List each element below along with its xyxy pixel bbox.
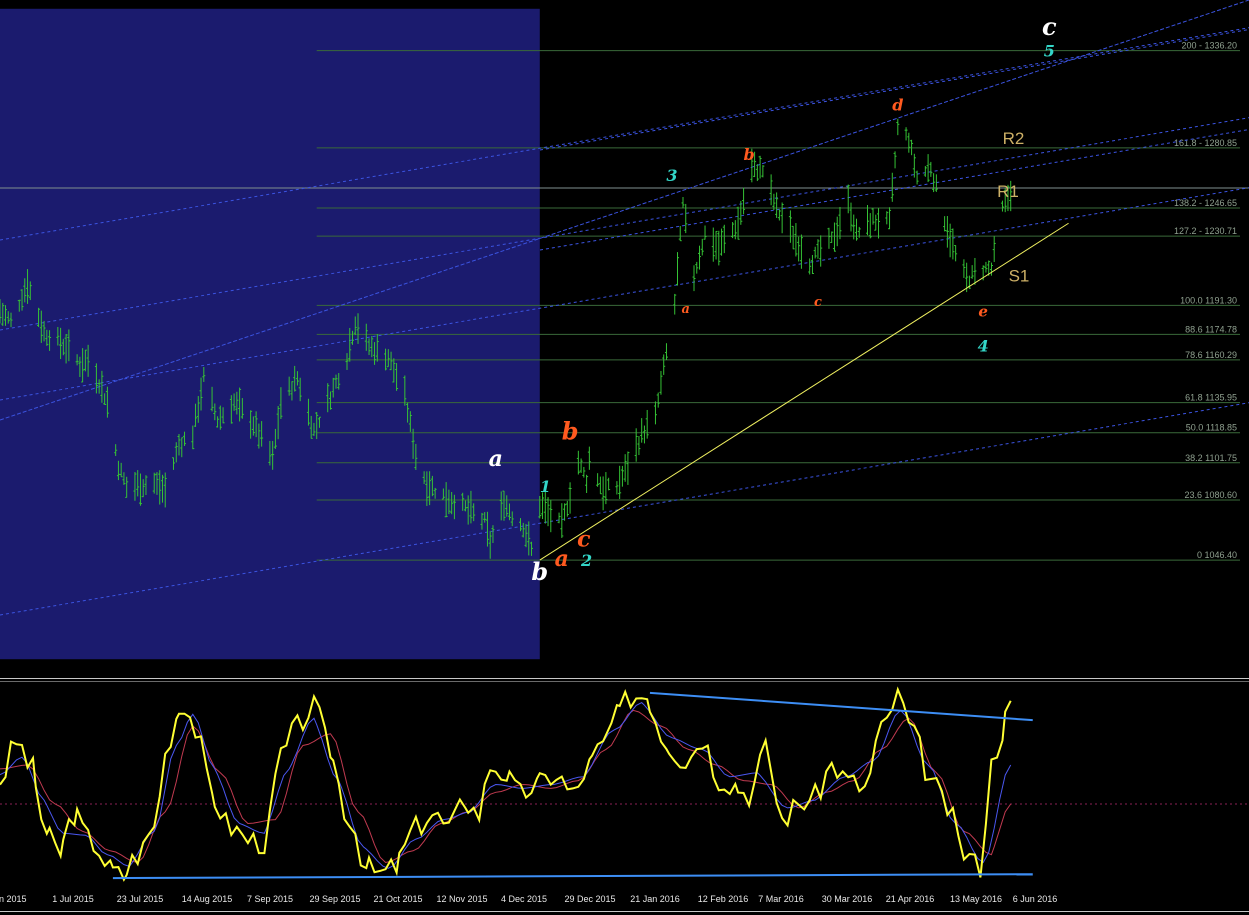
oscillator-layer <box>0 686 1249 882</box>
fib-level-label: 127.2 - 1230.71 <box>1174 226 1237 236</box>
date-axis-label: 4 Dec 2015 <box>501 894 547 904</box>
oscillator-line <box>0 709 1012 864</box>
channel-lines-layer <box>0 0 1249 616</box>
panel-separator <box>0 678 1249 679</box>
date-axis-label: 21 Jan 2016 <box>630 894 680 904</box>
wave-label: 1 <box>540 477 551 496</box>
oscillator-line <box>0 686 1012 882</box>
wave-label: 4 <box>978 337 989 356</box>
date-axis-label: 30 Mar 2016 <box>822 894 873 904</box>
wave-label: a <box>555 546 569 572</box>
trendline <box>539 222 1069 561</box>
wave-label: b <box>531 557 548 586</box>
date-axis-label: 12 Nov 2015 <box>436 894 487 904</box>
date-axis-label: Jun 2015 <box>0 894 27 904</box>
fib-level-label: 38.2 1101.75 <box>1185 453 1237 463</box>
wave-label: d <box>892 96 903 115</box>
panel-separator-2 <box>0 681 1249 682</box>
date-axis-label: 21 Apr 2016 <box>886 894 935 904</box>
channel-line <box>539 28 1249 151</box>
fib-level-label: 88.6 1174.78 <box>1185 324 1237 334</box>
date-axis-label: 14 Aug 2015 <box>182 894 233 904</box>
oscillator-chart: Jun 2015 1 Jul 2015 23 Jul 2015 14 Aug 2015… <box>0 686 1249 904</box>
level-label: R2 <box>1003 129 1025 148</box>
fib-level-label: 138.2 - 1246.65 <box>1174 198 1237 208</box>
wave-label: 2 <box>580 551 592 570</box>
level-label: S1 <box>1009 266 1030 285</box>
wave-label: c <box>1042 12 1057 41</box>
fib-level-label: 78.6 1160.29 <box>1185 350 1237 360</box>
wave-label: c <box>577 527 591 553</box>
fib-level-label: 200 - 1336.20 <box>1181 41 1237 51</box>
date-axis-label: 1 Jul 2015 <box>52 894 94 904</box>
oscillator-trendline <box>649 691 1033 722</box>
channel-line <box>0 187 1249 401</box>
date-axis-label: 23 Jul 2015 <box>117 894 164 904</box>
date-axis-label: 6 Jun 2016 <box>1013 894 1058 904</box>
fib-level-label: 0 1046.40 <box>1197 550 1237 560</box>
date-axis-label: 7 Sep 2015 <box>247 894 293 904</box>
wave-label: 3 <box>666 166 677 185</box>
oscillator-line <box>0 701 1012 869</box>
wave-label: b <box>743 145 754 164</box>
wave-label: a <box>682 302 690 317</box>
wave-label: e <box>978 302 988 320</box>
date-axis-layer: Jun 2015 1 Jul 2015 23 Jul 2015 14 Aug 2015… <box>0 894 1057 904</box>
level-label: R1 <box>997 182 1019 201</box>
wave-label: 5 <box>1044 41 1055 60</box>
date-axis-label: 7 Mar 2016 <box>758 894 804 904</box>
date-axis-label: 29 Sep 2015 <box>309 894 360 904</box>
date-axis-label: 12 Feb 2016 <box>698 894 749 904</box>
fib-level-label: 100.0 1191.30 <box>1180 295 1237 305</box>
fib-level-label: 50.0 1118.85 <box>1186 423 1237 433</box>
fib-level-label: 23.6 1080.60 <box>1184 490 1237 500</box>
channel-line-outer <box>0 0 1249 421</box>
trendline-layer <box>539 222 1069 561</box>
bottom-border <box>0 911 1249 912</box>
wave-label: c <box>814 295 822 310</box>
fib-level-label: 161.8 - 1280.85 <box>1174 138 1237 148</box>
fibonacci-levels-layer: 200 - 1336.20 161.8 - 1280.85 138.2 - 1246… <box>0 41 1249 561</box>
date-axis-label: 21 Oct 2015 <box>373 894 422 904</box>
wave-label: a <box>489 446 503 472</box>
wave-label: b <box>562 416 579 445</box>
date-axis-label: 29 Dec 2015 <box>564 894 615 904</box>
fib-level-label: 61.8 1135.95 <box>1185 393 1237 403</box>
price-chart: 200 - 1336.20 161.8 - 1280.85 138.2 - 1246… <box>0 0 1249 660</box>
channel-line <box>0 27 1249 241</box>
oscillator-trendline <box>112 873 1033 880</box>
channel-line <box>0 117 1249 331</box>
channel-line <box>0 402 1249 616</box>
price-bars-layer <box>0 118 1013 559</box>
date-axis-label: 13 May 2016 <box>950 894 1002 904</box>
